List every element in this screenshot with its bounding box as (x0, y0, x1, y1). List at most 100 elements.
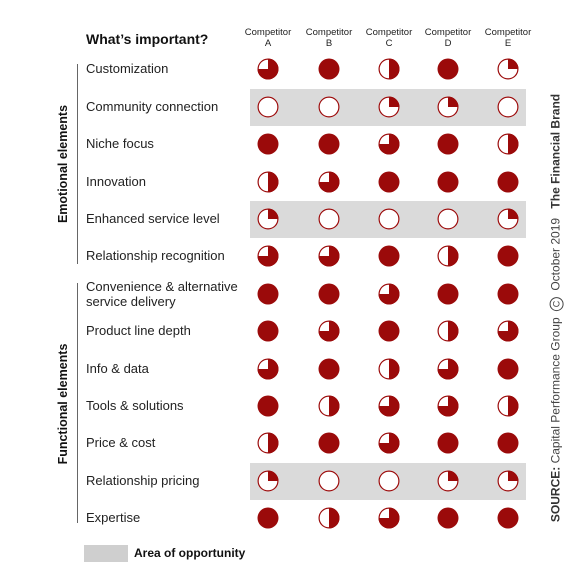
harvey-ball (378, 283, 400, 305)
harvey-ball (437, 245, 459, 267)
copyright-icon: C (549, 296, 564, 311)
competitor-header-line1: Competitor (244, 27, 292, 38)
harvey-ball-outline (378, 208, 400, 230)
harvey-ball-wedge (508, 470, 519, 481)
legend-label: Area of opportunity (134, 546, 246, 560)
harvey-ball-wedge (389, 58, 400, 80)
harvey-ball-outline (318, 96, 340, 118)
harvey-ball (318, 395, 340, 417)
harvey-ball (318, 507, 340, 529)
harvey-ball-outline (497, 133, 519, 155)
harvey-ball-wedge (378, 133, 400, 155)
competitor-header-line2: A (264, 38, 272, 49)
harvey-ball-wedge (268, 432, 279, 454)
harvey-ball (318, 358, 340, 380)
harvey-ball-full (497, 507, 519, 529)
harvey-ball-wedge (318, 320, 340, 342)
harvey-ball-background (437, 208, 459, 230)
harvey-ball (257, 208, 279, 230)
harvey-ball-outline (257, 171, 279, 193)
row-label: Relationship recognition (86, 248, 225, 263)
source-date: October 2019 (548, 217, 563, 291)
competitor-header-line1: Competitor (484, 27, 532, 38)
harvey-ball-wedge (378, 395, 400, 417)
harvey-ball (378, 432, 400, 454)
harvey-ball (437, 96, 459, 118)
row-label: Product line depth (86, 323, 191, 338)
harvey-ball-wedge (318, 171, 340, 193)
harvey-ball (257, 283, 279, 305)
harvey-ball (497, 395, 519, 417)
harvey-ball-wedge (257, 245, 279, 267)
harvey-ball-outline (378, 507, 400, 529)
harvey-ball (378, 133, 400, 155)
harvey-ball-full (257, 507, 279, 529)
harvey-ball-full (318, 358, 340, 380)
harvey-ball-background (318, 96, 340, 118)
harvey-ball-outline (257, 96, 279, 118)
harvey-ball (257, 320, 279, 342)
harvey-ball-outline (497, 208, 519, 230)
harvey-ball-outline (378, 133, 400, 155)
harvey-ball-background (257, 96, 279, 118)
harvey-ball-outline (378, 470, 400, 492)
competitor-header-line2: E (504, 38, 512, 49)
harvey-ball-full (437, 283, 459, 305)
harvey-ball-outline (318, 245, 340, 267)
harvey-ball (437, 395, 459, 417)
harvey-ball (257, 133, 279, 155)
harvey-ball-wedge (508, 58, 519, 69)
harvey-ball (437, 507, 459, 529)
harvey-ball-full (497, 283, 519, 305)
harvey-ball (257, 507, 279, 529)
harvey-ball (257, 470, 279, 492)
competitor-header: Competitor A (233, 27, 303, 49)
harvey-ball-outline (257, 432, 279, 454)
harvey-ball-background (318, 470, 340, 492)
chart-title: What’s important? (86, 31, 209, 47)
harvey-ball-wedge (389, 96, 400, 107)
harvey-ball (497, 133, 519, 155)
harvey-ball (378, 470, 400, 492)
harvey-ball-outline (378, 58, 400, 80)
harvey-ball (257, 96, 279, 118)
harvey-ball-full (497, 358, 519, 380)
harvey-ball-outline (257, 470, 279, 492)
harvey-ball (378, 208, 400, 230)
harvey-ball-outline (437, 245, 459, 267)
harvey-ball-outline (497, 96, 519, 118)
harvey-ball-wedge (329, 507, 340, 529)
harvey-ball (378, 245, 400, 267)
harvey-ball-wedge (508, 208, 519, 219)
harvey-ball (378, 507, 400, 529)
harvey-ball (437, 283, 459, 305)
harvey-ball-outline (437, 320, 459, 342)
harvey-ball-wedge (389, 358, 400, 380)
harvey-ball-wedge (318, 245, 340, 267)
harvey-ball-background (497, 96, 519, 118)
harvey-ball-full (378, 245, 400, 267)
harvey-ball (318, 171, 340, 193)
harvey-ball-outline (318, 507, 340, 529)
harvey-ball-wedge (268, 171, 279, 193)
harvey-ball-outline (378, 395, 400, 417)
harvey-ball-outline (497, 320, 519, 342)
harvey-ball-wedge (268, 208, 279, 219)
harvey-ball-outline (257, 208, 279, 230)
harvey-ball-outline (318, 470, 340, 492)
harvey-ball-wedge (378, 283, 400, 305)
harvey-ball-full (378, 320, 400, 342)
harvey-ball (437, 320, 459, 342)
harvey-ball-wedge (448, 320, 459, 342)
row-label: Community connection (86, 99, 219, 114)
competitor-header-line1: Competitor (365, 27, 413, 38)
harvey-ball (378, 96, 400, 118)
harvey-ball-background (378, 470, 400, 492)
competitor-header: Competitor B (294, 27, 364, 49)
harvey-ball (497, 320, 519, 342)
row-label: Expertise (86, 510, 141, 525)
harvey-ball (378, 395, 400, 417)
functional-group-bracket (77, 283, 78, 523)
harvey-ball (257, 58, 279, 80)
